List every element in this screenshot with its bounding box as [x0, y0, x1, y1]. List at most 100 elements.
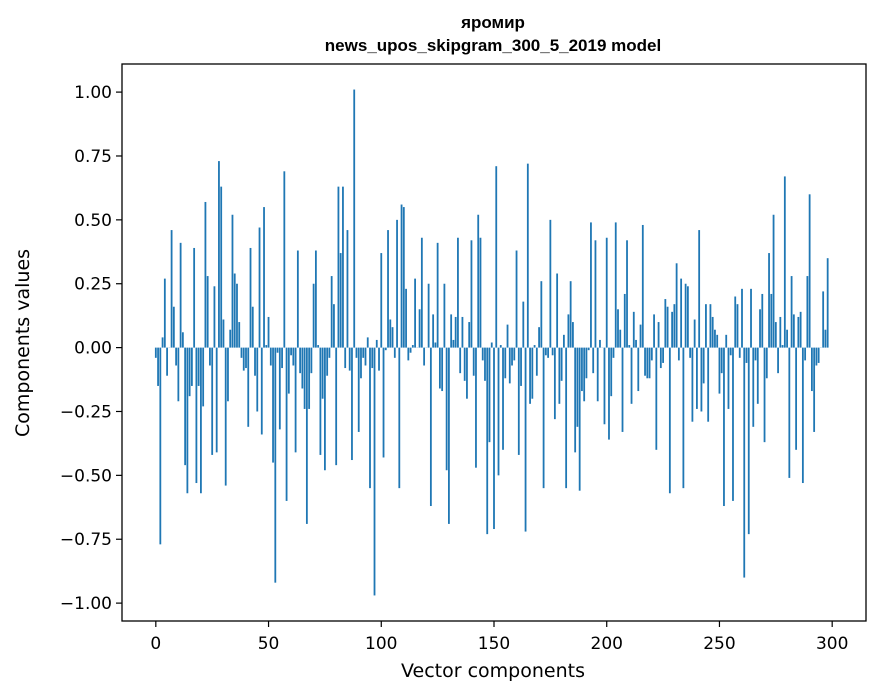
bar [817, 347, 820, 363]
bar [373, 347, 376, 596]
chart-subtitle: news_upos_skipgram_300_5_2019 model [325, 36, 661, 55]
bar [493, 347, 495, 530]
y-tick-label: −0.50 [60, 466, 112, 486]
bar [490, 342, 493, 348]
bar [314, 250, 317, 348]
bar [452, 339, 455, 348]
bar [673, 304, 676, 348]
bar [655, 347, 658, 450]
bar [535, 347, 538, 376]
bar [626, 240, 628, 348]
bar [231, 214, 234, 348]
bar [605, 237, 608, 348]
bar [576, 347, 579, 427]
bar [826, 258, 829, 348]
y-axis-label: Components values [12, 249, 34, 437]
bar [366, 337, 369, 348]
bar [637, 347, 640, 392]
bar [409, 347, 412, 353]
bar [488, 347, 491, 443]
bar [671, 311, 674, 348]
bar [621, 347, 624, 432]
bar [522, 301, 525, 348]
bar [337, 186, 340, 348]
bar [477, 214, 480, 348]
bar [432, 314, 435, 348]
bar [691, 347, 694, 422]
bar [441, 347, 444, 392]
bar [396, 219, 398, 348]
bar [249, 247, 252, 348]
bar [454, 316, 457, 348]
bar [709, 304, 712, 348]
bar [154, 347, 157, 358]
bar [402, 207, 405, 348]
bar [475, 347, 477, 468]
bar [324, 347, 326, 471]
bar [725, 334, 728, 348]
bar [698, 230, 701, 348]
bar [822, 291, 825, 348]
bar [269, 347, 272, 366]
bar [459, 347, 462, 374]
bar [553, 347, 556, 420]
bar [438, 347, 441, 389]
bar [387, 230, 389, 348]
bar [632, 311, 635, 348]
bar [714, 329, 716, 348]
bar [529, 347, 531, 404]
bar [179, 242, 182, 348]
bar [481, 347, 484, 361]
bar [461, 316, 464, 348]
bar [741, 288, 743, 348]
bar [254, 347, 256, 376]
bar [400, 204, 403, 348]
bar [333, 304, 335, 348]
bar [463, 347, 466, 381]
bar [398, 347, 401, 489]
bar [330, 276, 333, 348]
bar [752, 347, 755, 427]
bar [222, 319, 225, 348]
bar [274, 347, 277, 583]
bar [770, 293, 773, 348]
bar [369, 347, 371, 489]
bar [245, 347, 247, 369]
bar [677, 347, 680, 361]
bar [705, 304, 707, 348]
bar [700, 347, 703, 412]
bar [157, 347, 159, 386]
bar [560, 347, 563, 381]
bar [806, 276, 809, 348]
bar [587, 347, 590, 351]
bar [639, 324, 642, 348]
bar [513, 347, 516, 361]
x-axis-ticks: 0 50 100 150 200 250 300 [150, 621, 848, 654]
bar [163, 278, 166, 348]
bar [384, 347, 387, 351]
bar [204, 201, 207, 348]
bar [276, 347, 279, 353]
chart-title: яромир [460, 13, 525, 32]
bar [190, 347, 193, 386]
bar [743, 347, 746, 578]
bar [484, 347, 486, 381]
bar [659, 347, 662, 369]
bar [551, 347, 554, 356]
bar [720, 347, 723, 374]
bar [224, 347, 227, 486]
bar [348, 347, 351, 371]
bar [524, 347, 527, 532]
bar [783, 176, 786, 348]
bar [233, 273, 236, 348]
x-tick-label: 0 [150, 634, 161, 654]
y-tick-label: 0.00 [74, 339, 112, 359]
bar [623, 293, 626, 348]
bar [423, 347, 426, 366]
bar [574, 347, 577, 453]
bar [750, 288, 752, 348]
bar [603, 347, 606, 425]
bar [215, 347, 218, 453]
bar [707, 347, 710, 422]
bar [418, 309, 421, 348]
